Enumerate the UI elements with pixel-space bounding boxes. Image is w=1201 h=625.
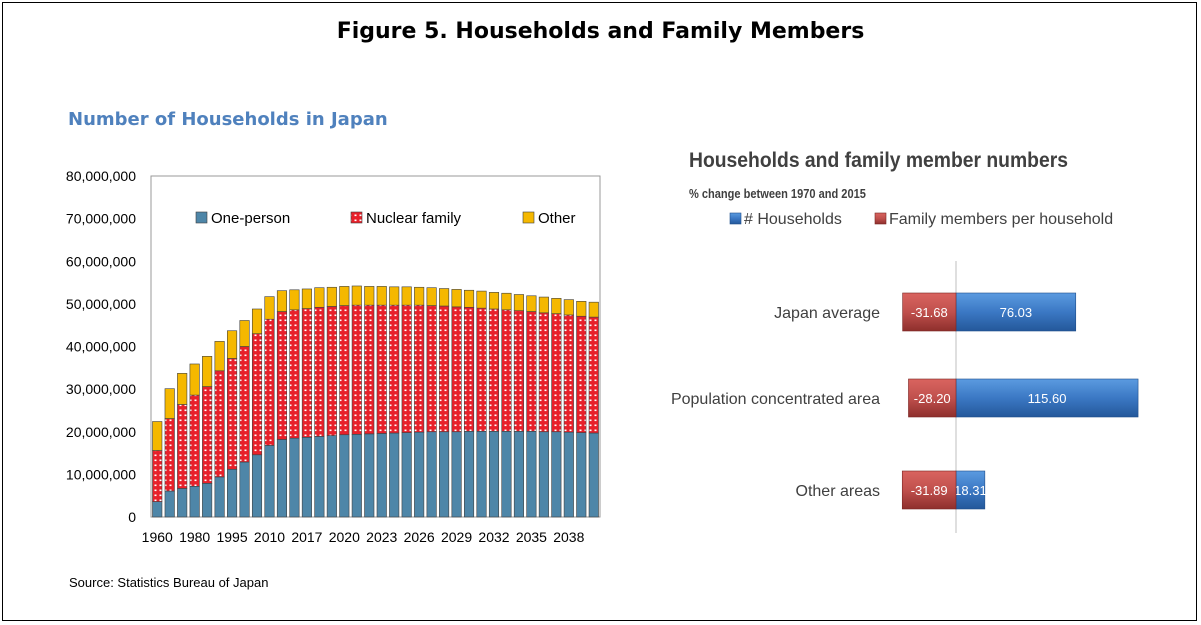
legend-family-members-swatch [874, 212, 887, 225]
y-tick-label: 0 [128, 509, 136, 525]
x-tick-label: 1960 [142, 529, 173, 545]
bar-other [476, 290, 487, 309]
households-data-label: 18.31 [954, 483, 987, 498]
left-chart-title: Number of Households in Japan [68, 109, 388, 130]
bar-other [451, 289, 462, 308]
bar-other [563, 299, 574, 316]
bar-other [239, 320, 250, 347]
bar-other [488, 292, 500, 310]
x-tick-label: 1980 [179, 529, 210, 545]
bar-other [314, 287, 325, 308]
legend-households-label: # Households [744, 211, 842, 228]
y-tick-label: 80,000,000 [66, 168, 136, 184]
bar-other [588, 301, 599, 318]
bar-family-members [908, 378, 957, 418]
bar-family-members [901, 470, 957, 510]
bar-other [364, 286, 375, 306]
bar-other [576, 301, 587, 317]
y-tick-label: 70,000,000 [66, 211, 136, 227]
bar-other [264, 296, 275, 320]
right-chart-title: Households and family member numbers [689, 149, 1068, 172]
y-tick-label: 60,000,000 [66, 253, 136, 269]
x-tick-label: 2017 [291, 529, 322, 545]
y-tick-label: 40,000,000 [66, 339, 136, 355]
change-horizontal-bar-chart: Japan average Population concentrated are… [671, 211, 1139, 533]
bar-family-members [902, 292, 957, 332]
households-data-label: 115.60 [1028, 391, 1067, 406]
bar-other [439, 288, 450, 307]
bar-other [513, 294, 524, 311]
bar-other [326, 286, 337, 307]
right-chart-subtitle: % change between 1970 and 2015 [689, 186, 866, 201]
category-label: Other areas [796, 483, 880, 500]
x-tick-label: 2029 [441, 529, 472, 545]
x-tick-label: 2032 [478, 529, 509, 545]
bar-households [955, 292, 1077, 332]
legend-other-label: Other [538, 210, 576, 227]
category-label: Population concentrated area [671, 391, 880, 408]
x-tick-label: 2020 [329, 529, 360, 545]
bar-other [214, 341, 225, 372]
bar-other [227, 330, 238, 359]
x-tick-label: 2010 [254, 529, 285, 545]
legend-one-person-swatch [195, 211, 208, 224]
x-tick-label: 2026 [404, 529, 435, 545]
legend-households-swatch [729, 212, 742, 225]
bar-other [414, 286, 425, 306]
households-stacked-bar-chart: 0 10,000,000 20,000,000 30,000,000 40,000,00… [66, 168, 601, 545]
bar-households [955, 378, 1139, 418]
bar-other [389, 286, 400, 306]
bar-other [551, 298, 562, 314]
family-members-data-label: -28.20 [914, 391, 951, 406]
bar-other [251, 308, 263, 335]
legend-family-members-label: Family members per household [889, 211, 1113, 228]
bar-other [351, 285, 362, 306]
bar-other [276, 290, 287, 312]
households-data-label: 76.03 [1000, 305, 1033, 320]
x-tick-label: 1995 [216, 529, 247, 545]
y-tick-label: 30,000,000 [66, 381, 136, 397]
bar-other [376, 286, 387, 306]
source-note: Source: Statistics Bureau of Japan [69, 575, 269, 590]
x-tick-label: 2023 [366, 529, 397, 545]
family-members-data-label: -31.68 [911, 305, 948, 320]
legend-nuclear-family-swatch [350, 211, 363, 224]
bar-other [339, 286, 350, 306]
bar-other [177, 373, 188, 405]
legend-nuclear-family-label: Nuclear family [366, 210, 462, 227]
plot-area-border [150, 175, 601, 518]
figure-title: Figure 5. Households and Family Members [336, 19, 865, 44]
bar-other [401, 286, 412, 306]
bar-other [426, 287, 437, 306]
legend-one-person-label: One-person [211, 210, 290, 227]
bar-other [289, 289, 300, 311]
bar-other [501, 292, 512, 311]
bar-other [464, 289, 475, 308]
bar-other [202, 356, 213, 387]
bar-other [301, 288, 312, 309]
category-label: Japan average [774, 305, 880, 322]
y-tick-label: 20,000,000 [66, 424, 136, 440]
y-tick-label: 10,000,000 [66, 466, 136, 482]
bar-other [164, 388, 175, 419]
y-tick-label: 50,000,000 [66, 296, 136, 312]
family-members-data-label: -31.89 [911, 483, 948, 498]
bar-other [189, 363, 200, 396]
bar-other [152, 421, 163, 451]
x-tick-label: 2038 [553, 529, 584, 545]
legend-other-swatch [522, 211, 535, 224]
x-tick-label: 2035 [516, 529, 547, 545]
bar-other [538, 296, 549, 314]
bar-other [526, 295, 537, 312]
